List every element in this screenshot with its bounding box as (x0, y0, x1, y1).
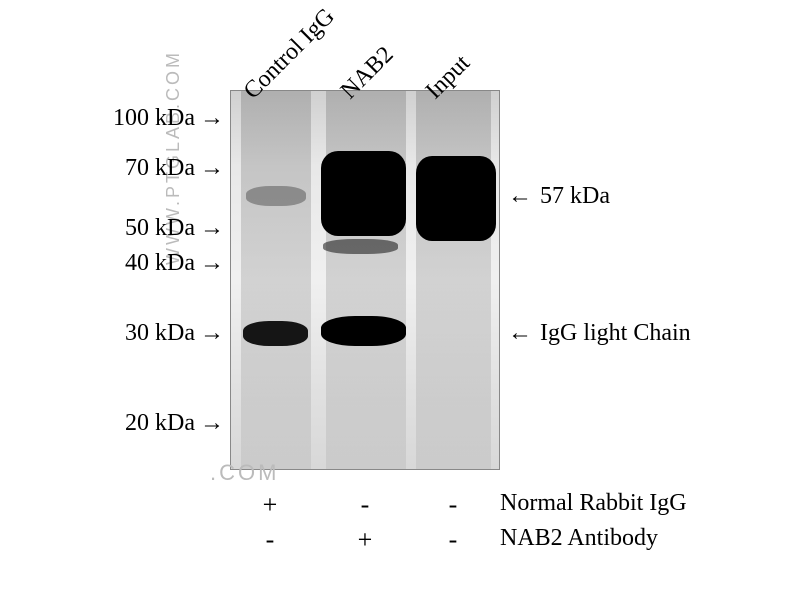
band (243, 321, 308, 346)
band (321, 151, 406, 236)
mw-marker-label: 40 kDa (85, 250, 195, 277)
condition-symbol: - (438, 490, 468, 520)
mw-marker-label: 20 kDa (85, 410, 195, 437)
arrow-icon: → (200, 320, 224, 347)
condition-label: Normal Rabbit IgG (500, 490, 687, 517)
arrow-icon: → (200, 215, 224, 242)
mw-marker-label: 70 kDa (85, 155, 195, 182)
band-annotation: 57 kDa (540, 183, 610, 210)
lane-track (241, 91, 311, 469)
arrow-icon: ← (508, 183, 532, 210)
arrow-icon: ← (508, 320, 532, 347)
band (246, 186, 306, 206)
mw-marker-label: 30 kDa (85, 320, 195, 347)
lane-track (416, 91, 491, 469)
band (323, 239, 398, 254)
condition-symbol: - (350, 490, 380, 520)
condition-symbol: + (350, 525, 380, 555)
band-annotation: IgG light Chain (540, 320, 691, 347)
lane-track (326, 91, 406, 469)
arrow-icon: → (200, 155, 224, 182)
mw-marker-label: 50 kDa (85, 215, 195, 242)
condition-symbol: + (255, 490, 285, 520)
blot-membrane (230, 90, 500, 470)
arrow-icon: → (200, 105, 224, 132)
condition-symbol: - (438, 525, 468, 555)
band (321, 316, 406, 346)
arrow-icon: → (200, 410, 224, 437)
condition-label: NAB2 Antibody (500, 525, 658, 552)
condition-symbol: - (255, 525, 285, 555)
band (416, 156, 496, 241)
watermark-text: .COM (210, 460, 279, 486)
mw-marker-label: 100 kDa (85, 105, 195, 132)
figure-container: WWW.PTGLAB.COM .COM Control IgG NAB2 Inp… (0, 0, 800, 600)
arrow-icon: → (200, 250, 224, 277)
